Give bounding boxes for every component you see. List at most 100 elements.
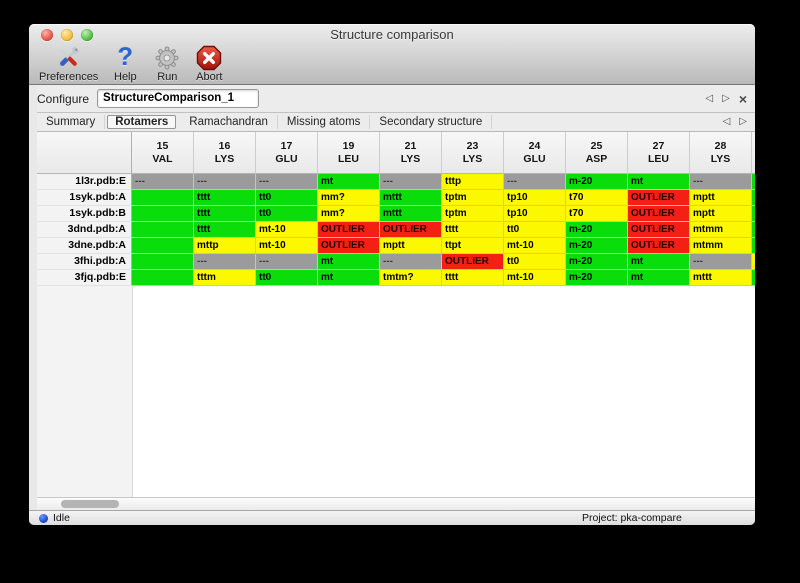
rotamer-cell[interactable]: mptt [690, 190, 752, 206]
rotamer-cell[interactable]: tptm [442, 190, 504, 206]
tabs-forward-icon[interactable]: ▷ [739, 116, 747, 127]
column-header-15: 15 VAL [132, 132, 194, 174]
rotamer-cell[interactable]: tttt [442, 270, 504, 286]
rotamer-cell[interactable]: --- [690, 254, 752, 270]
traffic-lights [41, 29, 93, 41]
rotamer-cell-partial [752, 174, 755, 190]
rotamer-cell[interactable]: mt-10 [256, 222, 318, 238]
rotamer-cell[interactable]: --- [132, 174, 194, 190]
rotamer-cell[interactable]: mttt [690, 270, 752, 286]
rotamer-cell[interactable]: m-20 [566, 238, 628, 254]
rotamer-cell[interactable]: mt-10 [504, 270, 566, 286]
tab-ramachandran[interactable]: Ramachandran [180, 115, 278, 129]
rotamer-cell[interactable]: mt [628, 270, 690, 286]
rotamer-cell[interactable]: mttt [380, 206, 442, 222]
rotamer-cell[interactable]: tt0 [504, 222, 566, 238]
close-window-button[interactable] [41, 29, 53, 41]
minimize-window-button[interactable] [61, 29, 73, 41]
rotamer-cell[interactable]: OUTLIER [318, 222, 380, 238]
rotamer-cell[interactable]: t70 [566, 190, 628, 206]
rotamer-cell[interactable]: tt0 [256, 270, 318, 286]
rotamer-cell[interactable]: mt [318, 174, 380, 190]
row-label: 1syk.pdb:B [37, 206, 132, 222]
run-button[interactable]: Run [152, 44, 182, 83]
rotamer-cell[interactable]: --- [194, 254, 256, 270]
tabs-back-icon[interactable]: ◁ [722, 116, 731, 127]
rotamer-cell[interactable]: mm? [318, 206, 380, 222]
rotamer-cell[interactable]: OUTLIER [628, 238, 690, 254]
rotamer-cell[interactable]: tptm [442, 206, 504, 222]
rotamer-cell[interactable]: mttp [194, 238, 256, 254]
rotamer-cell[interactable]: tttm [194, 270, 256, 286]
tab-secondary-structure[interactable]: Secondary structure [370, 115, 493, 129]
rotamer-cell[interactable]: mt [318, 254, 380, 270]
zoom-window-button[interactable] [81, 29, 93, 41]
rotamer-cell[interactable]: t [132, 190, 194, 206]
rotamer-cell[interactable]: tttp [442, 174, 504, 190]
tab-summary[interactable]: Summary [37, 115, 106, 129]
rotamer-cell[interactable]: tmtm? [380, 270, 442, 286]
rotamer-cell[interactable]: --- [256, 174, 318, 190]
rotamer-cell[interactable]: tt0 [256, 190, 318, 206]
table-row: 3fjq.pdb:Ettttmtt0mttmtm?ttttmt-10m-20mt… [37, 270, 755, 286]
rotamer-cell[interactable]: mt-10 [256, 238, 318, 254]
rotamer-cell[interactable]: --- [380, 174, 442, 190]
rotamer-cell[interactable]: m-20 [566, 174, 628, 190]
preferences-label: Preferences [39, 71, 99, 83]
rotamer-cell[interactable]: ttpt [442, 238, 504, 254]
rotamer-cell[interactable]: tp10 [504, 206, 566, 222]
rotamer-cell[interactable]: OUTLIER [628, 222, 690, 238]
column-header-24: 24 GLU [504, 132, 566, 174]
nav-forward-icon[interactable]: ▷ [722, 92, 730, 104]
rotamer-cell[interactable]: mtmm [690, 238, 752, 254]
help-button[interactable]: ? Help [110, 44, 140, 84]
rotamer-cell[interactable]: tt0 [504, 254, 566, 270]
window-title: Structure comparison [330, 27, 454, 42]
rotamer-cell[interactable]: mt [628, 254, 690, 270]
rotamer-cell[interactable]: m-20 [566, 270, 628, 286]
configuration-name-input[interactable]: StructureComparison_1 [97, 89, 260, 108]
rotamer-cell[interactable]: tp10 [504, 190, 566, 206]
rotamer-cell[interactable]: --- [380, 254, 442, 270]
rotamer-cell[interactable]: t [132, 206, 194, 222]
preferences-button[interactable]: Preferences [39, 44, 98, 83]
rotamer-cell[interactable]: mt [628, 174, 690, 190]
rotamer-cell[interactable]: OUTLIER [318, 238, 380, 254]
rotamer-cell[interactable]: t [132, 254, 194, 270]
rotamer-cell[interactable]: mt [318, 270, 380, 286]
rotamer-cell[interactable]: OUTLIER [628, 190, 690, 206]
rotamer-cell[interactable]: t [132, 270, 194, 286]
tab-rotamers[interactable]: Rotamers [107, 115, 177, 129]
rotamer-cell[interactable]: t [132, 238, 194, 254]
rotamer-cell[interactable]: t70 [566, 206, 628, 222]
rotamer-cell[interactable]: mttt [380, 190, 442, 206]
rotamer-cell[interactable]: mptt [380, 238, 442, 254]
toolbar: Preferences ? Help [39, 44, 224, 84]
rotamer-cell[interactable]: OUTLIER [628, 206, 690, 222]
rotamer-cell[interactable]: t [132, 222, 194, 238]
rotamer-cell[interactable]: mptt [690, 206, 752, 222]
rotamer-cell[interactable]: mtmm [690, 222, 752, 238]
close-configuration-icon[interactable]: × [738, 90, 747, 107]
rotamer-cell[interactable]: OUTLIER [442, 254, 504, 270]
rotamer-cell[interactable]: mt-10 [504, 238, 566, 254]
rotamer-cell[interactable]: --- [256, 254, 318, 270]
rotamer-cell[interactable]: tttt [194, 222, 256, 238]
abort-button[interactable]: Abort [194, 44, 224, 83]
scrollbar-thumb[interactable] [61, 500, 119, 508]
rotamer-cell[interactable]: --- [194, 174, 256, 190]
rotamer-cell[interactable]: --- [504, 174, 566, 190]
rotamer-cell[interactable]: tttt [442, 222, 504, 238]
rotamer-cell[interactable]: tttt [194, 206, 256, 222]
nav-back-icon[interactable]: ◁ [705, 92, 714, 104]
rotamer-cell[interactable]: tt0 [256, 206, 318, 222]
rotamer-cell[interactable]: m-20 [566, 254, 628, 270]
rotamer-cell[interactable]: tttt [194, 190, 256, 206]
horizontal-scrollbar[interactable] [37, 497, 755, 510]
rotamer-cell-partial [752, 190, 755, 206]
rotamer-cell[interactable]: OUTLIER [380, 222, 442, 238]
rotamer-cell[interactable]: mm? [318, 190, 380, 206]
rotamer-cell[interactable]: --- [690, 174, 752, 190]
rotamer-cell[interactable]: m-20 [566, 222, 628, 238]
tab-missing-atoms[interactable]: Missing atoms [278, 115, 371, 129]
